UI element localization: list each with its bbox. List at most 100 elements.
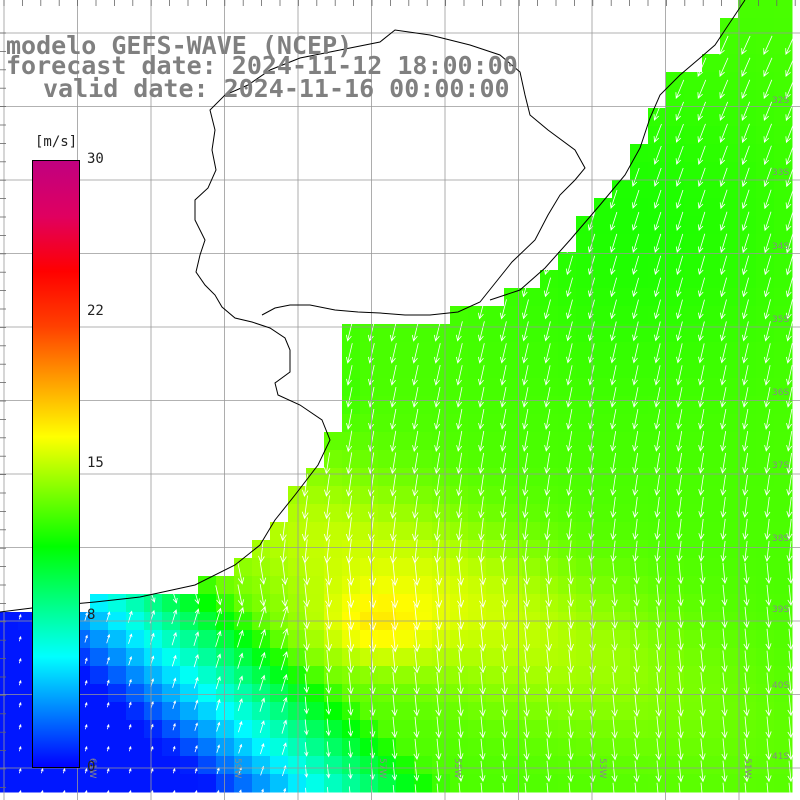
wind-arrow <box>62 789 66 796</box>
wind-arrow <box>368 495 375 520</box>
wind-arrow <box>721 584 728 607</box>
wind-arrow <box>655 650 662 673</box>
wind-speed-cell <box>306 558 325 577</box>
wind-arrow <box>128 701 132 708</box>
wind-speed-cell <box>684 558 703 577</box>
wind-speed-cell <box>648 684 667 703</box>
wind-arrow <box>566 474 573 497</box>
wind-speed-cell <box>144 702 163 721</box>
wind-speed-cell <box>630 648 649 667</box>
wind-speed-cell <box>324 702 343 721</box>
wind-speed-cell <box>774 594 793 613</box>
wind-arrow <box>390 430 397 453</box>
wind-speed-cell <box>324 450 343 469</box>
wind-arrow <box>545 760 552 783</box>
wind-arrow <box>216 789 220 796</box>
wind-speed-cell <box>504 432 523 451</box>
wind-speed-cell <box>270 522 289 541</box>
wind-speed-cell <box>612 702 631 721</box>
wind-arrow <box>522 321 529 342</box>
wind-speed-cell <box>468 432 487 451</box>
wind-arrow <box>611 716 618 739</box>
wind-arrow <box>347 717 354 737</box>
wind-speed-cell <box>720 306 739 325</box>
wind-arrow <box>457 738 464 761</box>
wind-arrow <box>545 561 552 585</box>
wind-arrow <box>391 762 398 781</box>
wind-arrow <box>675 167 684 187</box>
wind-arrow <box>346 343 353 364</box>
wind-arrow <box>345 517 353 542</box>
wind-speed-cell <box>270 702 289 721</box>
wind-speed-cell <box>198 666 217 685</box>
wind-speed-cell <box>198 630 217 649</box>
wind-arrow <box>763 299 771 320</box>
wind-speed-cell <box>720 594 739 613</box>
wind-arrow <box>84 657 88 664</box>
wind-speed-cell <box>342 540 361 559</box>
wind-arrow <box>676 540 683 563</box>
wind-speed-cell <box>342 720 361 739</box>
wind-speed-cell <box>720 180 739 199</box>
wind-speed-cell <box>684 270 703 289</box>
wind-speed-cell <box>342 558 361 577</box>
wind-arrow <box>325 561 332 586</box>
wind-speed-cell <box>180 756 199 775</box>
wind-arrow <box>764 343 771 364</box>
wind-speed-cell <box>504 288 523 307</box>
wind-arrow <box>611 605 618 629</box>
wind-speed-cell <box>558 270 577 289</box>
wind-speed-cell <box>180 630 199 649</box>
longitude-label: 59W <box>232 758 242 778</box>
wind-speed-cell <box>684 234 703 253</box>
wind-arrow <box>455 321 463 342</box>
wind-arrow <box>676 277 683 298</box>
wind-speed-cell <box>648 738 667 757</box>
wind-speed-cell <box>576 252 595 271</box>
wind-speed-cell <box>756 234 775 253</box>
wind-speed-cell <box>486 576 505 595</box>
wind-speed-cell <box>630 594 649 613</box>
wind-speed-cell <box>288 774 307 793</box>
wind-speed-cell <box>648 522 667 541</box>
wind-speed-cell <box>630 720 649 739</box>
wind-arrow <box>764 518 771 541</box>
wind-arrow <box>743 738 750 761</box>
wind-arrow <box>215 676 221 690</box>
wind-speed-cell <box>648 234 667 253</box>
wind-speed-cell <box>504 666 523 685</box>
wind-speed-cell <box>234 756 253 775</box>
wind-speed-cell <box>756 738 775 757</box>
wind-speed-cell <box>774 702 793 721</box>
wind-arrow <box>720 452 727 474</box>
wind-arrow <box>611 627 618 652</box>
wind-arrow <box>698 540 705 563</box>
wind-speed-cell <box>450 306 469 325</box>
wind-speed-cell <box>666 252 685 271</box>
wind-speed-cell <box>666 702 685 721</box>
wind-speed-cell <box>774 504 793 523</box>
wind-speed-cell <box>756 324 775 343</box>
wind-speed-cell <box>666 648 685 667</box>
wind-speed-cell <box>702 324 721 343</box>
wind-speed-cell <box>414 396 433 415</box>
wind-speed-cell <box>486 558 505 577</box>
wind-speed-cell <box>576 288 595 307</box>
wind-speed-cell <box>180 648 199 667</box>
wind-speed-cell <box>648 342 667 361</box>
wind-arrow <box>18 767 22 774</box>
wind-arrow <box>325 718 331 737</box>
wind-speed-cell <box>756 270 775 289</box>
wind-arrow <box>435 626 443 652</box>
wind-arrow <box>106 723 110 730</box>
wind-arrow <box>457 649 464 674</box>
wind-arrow <box>653 167 662 187</box>
wind-arrow <box>763 233 772 254</box>
wind-arrow <box>654 277 661 298</box>
wind-arrow <box>719 255 728 276</box>
wind-speed-cell <box>144 684 163 703</box>
wind-speed-cell <box>666 72 685 91</box>
latitude-label: 34S <box>772 242 789 252</box>
wind-arrow <box>367 517 375 542</box>
wind-speed-cell <box>774 558 793 577</box>
